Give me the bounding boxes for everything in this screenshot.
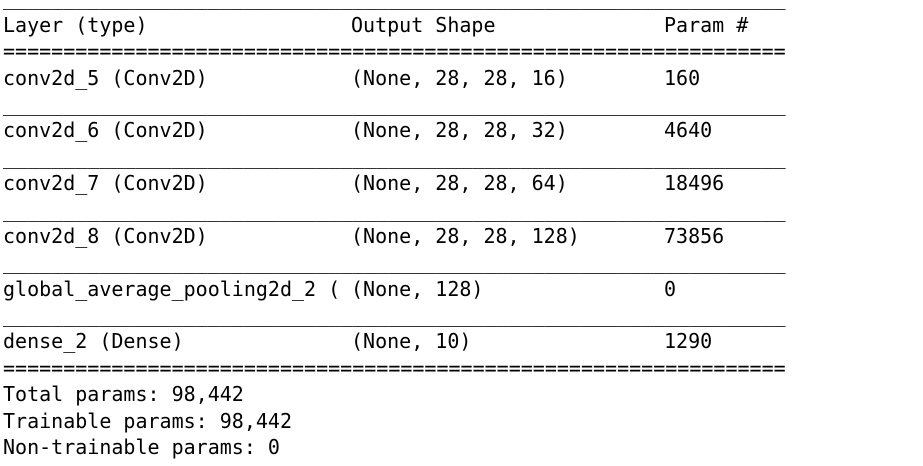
header-params: Param #: [664, 12, 749, 37]
separator-thin: ________________________________________…: [3, 0, 903, 12]
layer-shape: (None, 28, 28, 128): [351, 223, 580, 248]
layer-shape: (None, 10): [351, 329, 472, 354]
layer-name: conv2d_6 (Conv2D): [3, 118, 208, 143]
layer-params: 160: [664, 65, 701, 90]
layer-name: dense_2 (Dense): [3, 329, 184, 354]
layer-row: conv2d_5 (Conv2D) (None, 28, 28, 16) 160: [3, 65, 903, 91]
header-shape: Output Shape: [351, 12, 496, 37]
separator-thin: ________________________________________…: [3, 250, 786, 275]
separator-thick: ========================================…: [3, 355, 786, 380]
layer-params: 18496: [664, 171, 725, 196]
total-params: Total params: 98,442: [3, 382, 244, 407]
layer-params: 4640: [664, 118, 713, 143]
layer-params: 0: [664, 276, 677, 301]
layer-row: conv2d_7 (Conv2D) (None, 28, 28, 64) 184…: [3, 170, 903, 196]
layer-row: dense_2 (Dense) (None, 10) 1290: [3, 328, 903, 354]
header-layer: Layer (type): [3, 12, 148, 37]
non-trainable-params: Non-trainable params: 0: [3, 435, 280, 460]
layer-params: 1290: [664, 329, 713, 354]
header-row: Layer (type) Output Shape Param #: [3, 12, 903, 38]
layer-row: conv2d_6 (Conv2D) (None, 28, 28, 32) 464…: [3, 117, 903, 143]
separator-thin: ________________________________________…: [3, 91, 786, 116]
layer-name: global_average_pooling2d_2 (: [3, 276, 341, 301]
layer-row: global_average_pooling2d_2 ( (None, 128)…: [3, 276, 903, 302]
layer-shape: (None, 128): [351, 276, 484, 301]
separator-thin: ________________________________________…: [3, 303, 786, 328]
layer-name: conv2d_8 (Conv2D): [3, 223, 208, 248]
layer-row: conv2d_8 (Conv2D) (None, 28, 28, 128) 73…: [3, 223, 903, 249]
separator-thick: ========================================…: [3, 39, 786, 64]
layer-shape: (None, 28, 28, 16): [351, 65, 568, 90]
separator-thin: ________________________________________…: [3, 197, 786, 222]
layer-name: conv2d_5 (Conv2D): [3, 65, 208, 90]
layer-name: conv2d_7 (Conv2D): [3, 171, 208, 196]
layer-shape: (None, 28, 28, 32): [351, 118, 568, 143]
layer-shape: (None, 28, 28, 64): [351, 171, 568, 196]
layer-params: 73856: [664, 223, 725, 248]
separator-thin: ________________________________________…: [3, 144, 786, 169]
model-summary: ________________________________________…: [3, 0, 903, 460]
trainable-params: Trainable params: 98,442: [3, 408, 292, 433]
